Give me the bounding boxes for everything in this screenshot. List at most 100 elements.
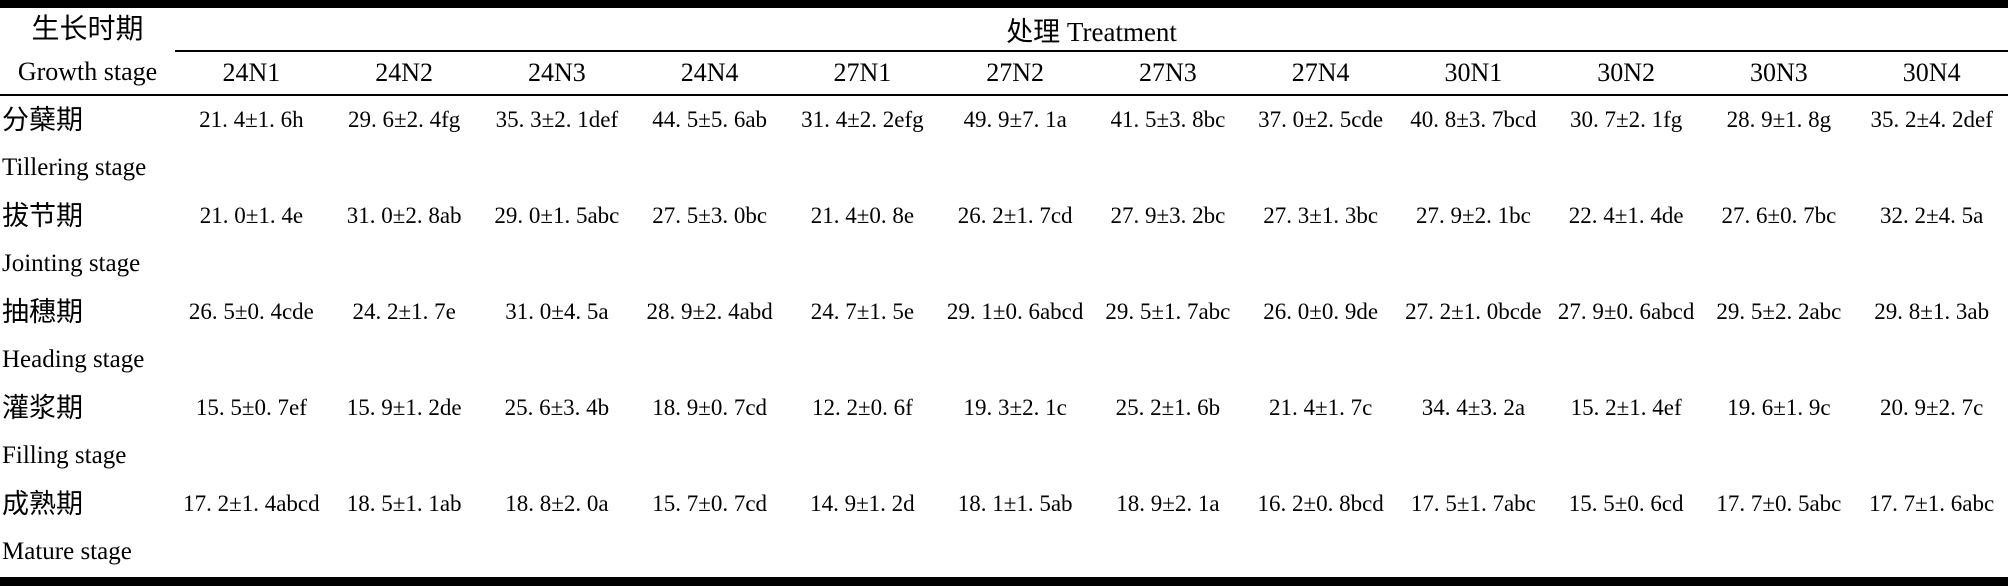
value-cell: 16. 2±0. 8bcd xyxy=(1257,491,1384,516)
value-cell: 27. 9±2. 1bc xyxy=(1415,203,1531,228)
growth-stage-header-cn: 生长时期 xyxy=(31,14,144,45)
value-cell: 19. 3±2. 1c xyxy=(963,395,1067,420)
growth-stage-header-cell: 生长时期 Growth stage xyxy=(0,8,175,96)
value-cell: 15. 5±0. 6cd xyxy=(1568,491,1684,516)
column-header-24N4: 24N4 xyxy=(633,51,786,96)
value-cell: 15. 7±0. 7cd xyxy=(652,491,768,516)
value-cell: 18. 5±1. 1ab xyxy=(346,491,462,516)
growth-stage-header-en: Growth stage xyxy=(17,57,158,86)
column-header-30N2: 30N2 xyxy=(1549,51,1703,96)
column-header-24N2: 24N2 xyxy=(327,51,481,96)
value-cell: 20. 9±2. 7c xyxy=(1880,395,1984,420)
value-cell: 18. 9±2. 1a xyxy=(1116,491,1220,516)
value-cell: 27. 5±3. 0bc xyxy=(652,203,768,228)
column-header-27N1: 27N1 xyxy=(786,51,939,96)
value-cell: 27. 9±3. 2bc xyxy=(1110,203,1226,228)
value-cell: 32. 2±4. 5a xyxy=(1880,203,1984,228)
value-cell: 24. 2±1. 7e xyxy=(352,299,456,324)
table-row-jointing: 拔节期 Jointing stage 21. 0±1. 4e 31. 0±2. … xyxy=(0,192,2008,288)
value-cell: 27. 2±1. 0bcde xyxy=(1405,299,1542,324)
table-column-header-row: 24N1 24N2 24N3 24N4 27N1 27N2 27N3 27N4 … xyxy=(0,51,2008,96)
table-row-filling: 灌浆期 Filling stage 15. 5±0. 7ef 15. 9±1. … xyxy=(0,384,2008,480)
value-cell: 25. 6±3. 4b xyxy=(504,395,610,420)
value-cell: 29. 5±2. 2abc xyxy=(1716,299,1842,324)
value-cell: 17. 2±1. 4abcd xyxy=(183,491,320,516)
column-header-30N1: 30N1 xyxy=(1397,51,1550,96)
value-cell: 15. 9±1. 2de xyxy=(346,395,462,420)
value-cell: 40. 8±3. 7bcd xyxy=(1410,107,1537,132)
value-cell: 27. 6±0. 7bc xyxy=(1721,203,1837,228)
stage-label-cell: 成熟期 Mature stage xyxy=(0,480,175,576)
value-cell: 29. 5±1. 7abc xyxy=(1105,299,1231,324)
table-row-heading: 抽穗期 Heading stage 26. 5±0. 4cde 24. 2±1.… xyxy=(0,288,2008,384)
value-cell: 18. 9±0. 7cd xyxy=(652,395,768,420)
column-header-27N4: 27N4 xyxy=(1244,51,1397,96)
value-cell: 28. 9±1. 8g xyxy=(1726,107,1832,132)
value-cell: 25. 2±1. 6b xyxy=(1115,395,1221,420)
value-cell: 18. 1±1. 5ab xyxy=(957,491,1073,516)
value-cell: 21. 0±1. 4e xyxy=(199,203,304,228)
value-cell: 26. 0±0. 9de xyxy=(1263,299,1379,324)
value-cell: 29. 0±1. 5abc xyxy=(494,203,620,228)
value-cell: 24. 7±1. 5e xyxy=(810,299,915,324)
value-cell: 30. 7±2. 1fg xyxy=(1569,107,1683,132)
value-cell: 29. 1±0. 6abcd xyxy=(946,299,1084,324)
value-cell: 22. 4±1. 4de xyxy=(1568,203,1684,228)
column-header-24N3: 24N3 xyxy=(480,51,634,96)
stage-label-cell: 灌浆期 Filling stage xyxy=(0,384,175,480)
value-cell: 21. 4±1. 6h xyxy=(199,107,304,132)
value-cell: 31. 4±2. 2efg xyxy=(801,107,924,132)
value-cell: 49. 9±7. 1a xyxy=(963,107,1067,132)
value-cell: 41. 5±3. 8bc xyxy=(1110,107,1226,132)
value-cell: 29. 8±1. 3ab xyxy=(1874,299,1990,324)
stage-name-cn: 灌浆期 xyxy=(2,393,83,423)
value-cell: 15. 2±1. 4ef xyxy=(1570,395,1682,420)
stage-name-en: Mature stage xyxy=(2,538,132,565)
growth-stage-treatment-table: 生长时期 Growth stage 处理 Treatment 24N1 24N2… xyxy=(0,8,2008,576)
column-header-27N2: 27N2 xyxy=(938,51,1092,96)
stage-name-cn: 抽穗期 xyxy=(2,297,83,327)
table-row-mature: 成熟期 Mature stage 17. 2±1. 4abcd 18. 5±1.… xyxy=(0,480,2008,576)
value-cell: 34. 4±3. 2a xyxy=(1421,395,1526,420)
value-cell: 44. 5±5. 6ab xyxy=(652,107,768,132)
stage-name-en: Jointing stage xyxy=(2,250,141,277)
stage-name-cn: 拔节期 xyxy=(2,201,83,231)
value-cell: 18. 8±2. 0a xyxy=(505,491,609,516)
value-cell: 35. 2±4. 2def xyxy=(1870,107,1993,132)
value-cell: 27. 3±1. 3bc xyxy=(1263,203,1379,228)
value-cell: 31. 0±2. 8ab xyxy=(346,203,462,228)
stage-label-cell: 抽穗期 Heading stage xyxy=(0,288,175,384)
value-cell: 19. 6±1. 9c xyxy=(1727,395,1831,420)
column-header-30N4: 30N4 xyxy=(1855,51,2008,96)
value-cell: 12. 2±0. 6f xyxy=(811,395,913,420)
value-cell: 37. 0±2. 5cde xyxy=(1258,107,1384,132)
stage-name-en: Heading stage xyxy=(2,346,145,373)
value-cell: 21. 4±0. 8e xyxy=(810,203,915,228)
value-cell: 17. 7±1. 6abc xyxy=(1869,491,1995,516)
table-header-group-row: 生长时期 Growth stage 处理 Treatment xyxy=(0,8,2008,96)
value-cell: 17. 5±1. 7abc xyxy=(1410,491,1536,516)
value-cell: 31. 0±4. 5a xyxy=(505,299,609,324)
table-row-tillering: 分蘖期 Tillering stage 21. 4±1. 6h 29. 6±2.… xyxy=(0,95,2008,192)
column-header-24N1: 24N1 xyxy=(175,51,328,96)
value-cell: 35. 3±2. 1def xyxy=(495,107,619,132)
value-cell: 29. 6±2. 4fg xyxy=(347,107,461,132)
stage-name-cn: 分蘖期 xyxy=(2,105,83,135)
column-header-27N3: 27N3 xyxy=(1091,51,1245,96)
value-cell: 17. 7±0. 5abc xyxy=(1716,491,1842,516)
value-cell: 28. 9±2. 4abd xyxy=(646,299,773,324)
value-cell: 26. 5±0. 4cde xyxy=(188,299,314,324)
treatment-group-header: 处理 Treatment xyxy=(175,8,2008,52)
value-cell: 14. 9±1. 2d xyxy=(810,491,915,516)
value-cell: 27. 9±0. 6abcd xyxy=(1557,299,1695,324)
stage-name-cn: 成熟期 xyxy=(2,489,83,519)
stage-label-cell: 拔节期 Jointing stage xyxy=(0,192,175,288)
stage-label-cell: 分蘖期 Tillering stage xyxy=(0,95,175,192)
column-header-30N3: 30N3 xyxy=(1702,51,1856,96)
value-cell: 26. 2±1. 7cd xyxy=(957,203,1073,228)
value-cell: 21. 4±1. 7c xyxy=(1268,395,1373,420)
stage-name-en: Filling stage xyxy=(2,442,127,469)
stage-name-en: Tillering stage xyxy=(2,154,147,181)
value-cell: 15. 5±0. 7ef xyxy=(195,395,307,420)
